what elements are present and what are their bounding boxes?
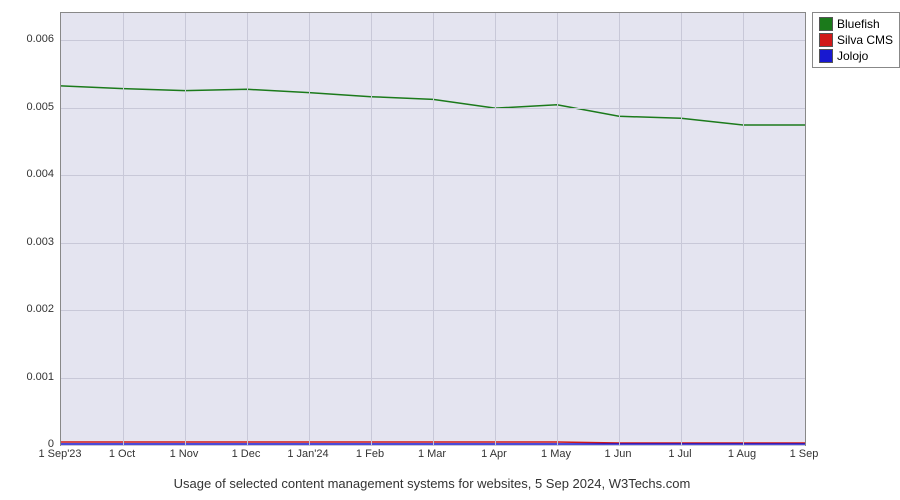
x-tick-label: 1 Apr — [481, 448, 507, 460]
y-tick-label: 0.005 — [0, 101, 54, 113]
gridline-vertical — [123, 13, 124, 445]
gridline-vertical — [495, 13, 496, 445]
legend-label: Silva CMS — [837, 32, 893, 48]
gridline-vertical — [557, 13, 558, 445]
gridline-vertical — [309, 13, 310, 445]
legend-swatch — [819, 33, 833, 47]
x-tick-label: 1 Mar — [418, 448, 446, 460]
caption-text: Usage of selected content management sys… — [174, 476, 691, 491]
x-tick-label: 1 May — [541, 448, 571, 460]
chart-container: 00.0010.0020.0030.0040.0050.006 1 Sep'23… — [0, 0, 900, 500]
x-tick-label: 1 Sep'23 — [38, 448, 81, 460]
y-tick-label: 0.001 — [0, 371, 54, 383]
legend-swatch — [819, 49, 833, 63]
x-tick-label: 1 Nov — [170, 448, 199, 460]
gridline-vertical — [185, 13, 186, 445]
x-tick-label: 1 Jun — [605, 448, 632, 460]
legend-item: Silva CMS — [819, 32, 893, 48]
legend: BluefishSilva CMSJolojo — [812, 12, 900, 68]
gridline-vertical — [681, 13, 682, 445]
legend-swatch — [819, 17, 833, 31]
gridline-vertical — [247, 13, 248, 445]
y-tick-label: 0.002 — [0, 303, 54, 315]
x-tick-label: 1 Aug — [728, 448, 756, 460]
x-tick-label: 1 Oct — [109, 448, 135, 460]
gridline-vertical — [371, 13, 372, 445]
y-tick-label: 0.006 — [0, 33, 54, 45]
caption: Usage of selected content management sys… — [60, 476, 804, 491]
legend-item: Bluefish — [819, 16, 893, 32]
legend-label: Jolojo — [837, 48, 868, 64]
gridline-vertical — [743, 13, 744, 445]
legend-item: Jolojo — [819, 48, 893, 64]
x-tick-label: 1 Jan'24 — [287, 448, 328, 460]
x-tick-label: 1 Dec — [232, 448, 261, 460]
x-tick-label: 1 Sep — [790, 448, 819, 460]
gridline-horizontal — [61, 445, 805, 446]
x-tick-label: 1 Jul — [668, 448, 691, 460]
legend-label: Bluefish — [837, 16, 880, 32]
x-tick-label: 1 Feb — [356, 448, 384, 460]
y-tick-label: 0.003 — [0, 236, 54, 248]
gridline-vertical — [433, 13, 434, 445]
plot-area — [60, 12, 806, 446]
gridline-vertical — [619, 13, 620, 445]
y-tick-label: 0.004 — [0, 168, 54, 180]
